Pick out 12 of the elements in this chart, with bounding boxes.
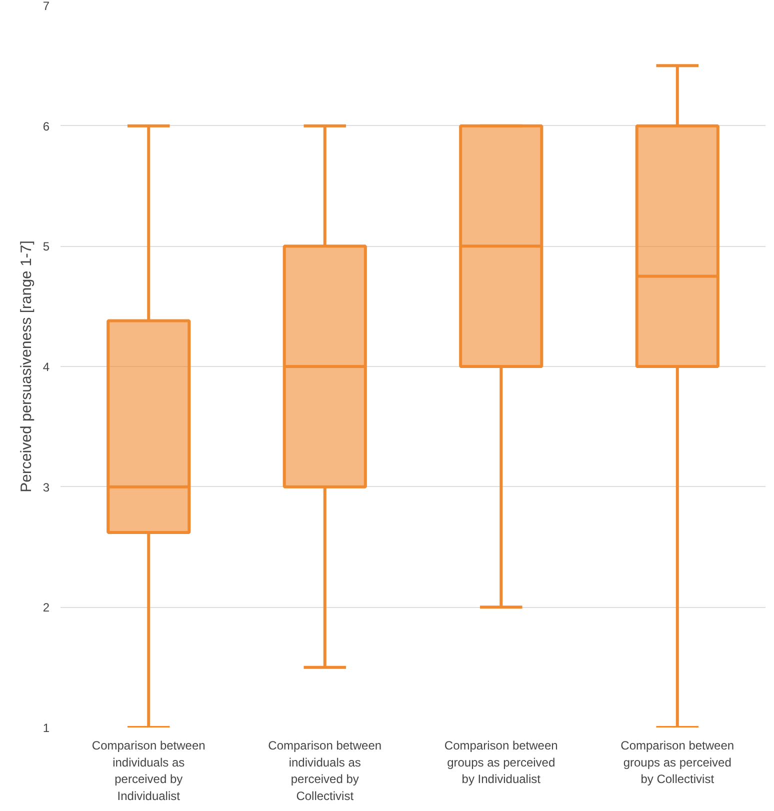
y-tick-label: 6 bbox=[42, 119, 50, 134]
y-tick-label: 5 bbox=[42, 240, 50, 254]
y-tick-label: 4 bbox=[42, 360, 50, 374]
x-tick-label: Comparison between groups as perceived by Individualist bbox=[444, 738, 558, 786]
y-tick-label: 7 bbox=[42, 0, 50, 13]
y-tick-label: 3 bbox=[42, 480, 50, 494]
x-tick-label: Comparison between individuals as perceived by Individualist bbox=[92, 738, 206, 803]
y-tick-label: 1 bbox=[42, 721, 50, 735]
x-tick-label: Comparison between groups as perceived by Collectivist bbox=[620, 738, 734, 786]
x-tick-label: Comparison between individuals as perceived by Collectivist bbox=[268, 738, 382, 803]
y-tick-label: 2 bbox=[42, 600, 50, 615]
y-axis-title: Perceived persuasiveness [range 1-7] bbox=[18, 240, 35, 492]
